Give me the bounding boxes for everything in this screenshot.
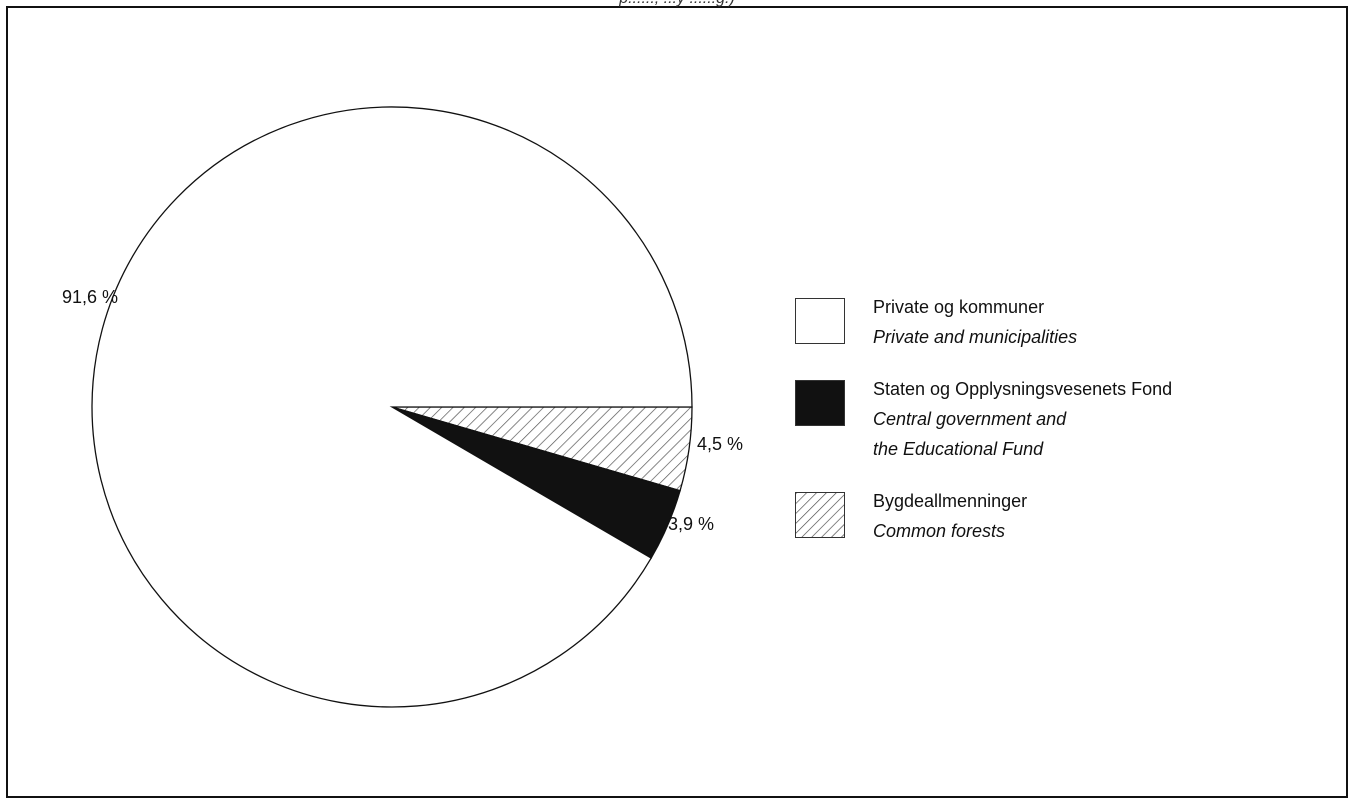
legend-label-common-en: Common forests	[873, 521, 1006, 541]
legend-item-common: Bygdeallmenninger Common forests	[795, 486, 1315, 546]
legend-label-state: Staten og Opplysningsvesenets Fond	[873, 379, 1173, 399]
pie-value-label-state: 3,9 %	[668, 514, 714, 534]
pie-slice-labels: 91,6 % 3,9 % 4,5 %	[62, 287, 743, 534]
legend-label-common: Bygdeallmenninger	[873, 491, 1028, 511]
chart-frame: p......, ...y ......g.)	[6, 0, 1348, 798]
chart-title-fragment: p......, ...y ......g.)	[8, 0, 1346, 8]
hatch-pattern-icon	[796, 493, 844, 537]
pie-value-label-common: 4,5 %	[697, 434, 743, 454]
pie-slices	[91, 106, 693, 708]
legend-item-private: Private og kommuner Private and municipa…	[795, 292, 1315, 352]
pie-value-label-private: 91,6 %	[62, 287, 118, 307]
legend-label-state-en-1: Central government and	[873, 409, 1067, 429]
pie-slice-private	[91, 106, 693, 708]
legend-label-state-en-2: the Educational Fund	[873, 439, 1044, 459]
legend-item-state: Staten og Opplysningsvesenets Fond Centr…	[795, 374, 1315, 464]
legend-swatch-common	[795, 492, 845, 538]
legend: Private og kommuner Private and municipa…	[795, 292, 1315, 568]
legend-swatch-state	[795, 380, 845, 426]
legend-label-private: Private og kommuner	[873, 297, 1045, 317]
legend-swatch-private	[795, 298, 845, 344]
legend-label-private-en: Private and municipalities	[873, 327, 1078, 347]
